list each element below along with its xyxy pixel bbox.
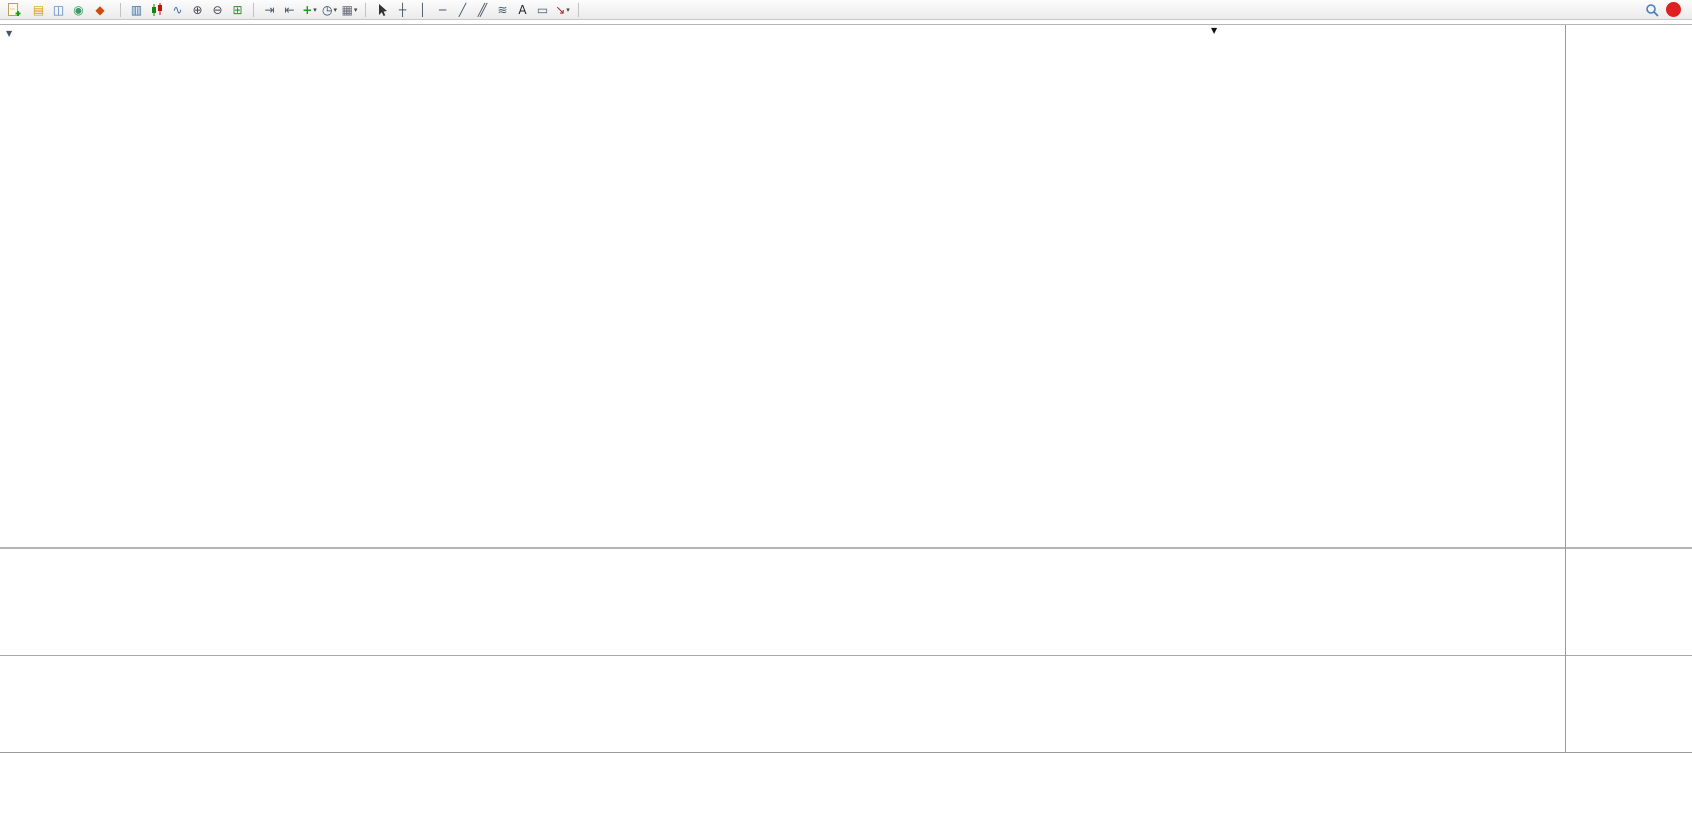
trendline-icon[interactable]: ╱: [458, 2, 467, 17]
search-icon[interactable]: [1645, 3, 1659, 17]
rsi-panel-separator: [0, 655, 1692, 656]
macd-canvas[interactable]: [0, 549, 1565, 655]
bar-chart-icon[interactable]: ▥: [130, 2, 143, 17]
toolbar-separator: [365, 2, 366, 17]
new-chart-icon[interactable]: ⊞: [232, 2, 243, 17]
fibonacci-icon[interactable]: ≋: [497, 2, 508, 17]
crosshair-icon[interactable]: ┼: [398, 2, 407, 17]
zoom-out-icon[interactable]: ⊖: [212, 2, 223, 17]
toolbar-right-group: [1645, 2, 1689, 17]
candlestick-chart-icon[interactable]: [149, 2, 165, 18]
notification-badge[interactable]: [1666, 2, 1681, 17]
toolbar-separator: [578, 2, 579, 17]
chart-shift-marker[interactable]: ▼: [1211, 26, 1218, 35]
profiles-icon[interactable]: ▤: [32, 2, 45, 17]
channel-icon[interactable]: ╱╱: [477, 2, 487, 17]
navigator-icon[interactable]: ◉: [73, 2, 84, 17]
rsi-canvas[interactable]: [0, 656, 1565, 752]
label-icon[interactable]: ▭: [536, 2, 549, 17]
periods-icon[interactable]: ◷▾: [322, 2, 337, 17]
toolbar-separator: [253, 2, 254, 17]
line-chart-icon[interactable]: ∿: [172, 2, 183, 17]
time-axis[interactable]: [0, 752, 1692, 774]
indicators-icon[interactable]: +▾: [302, 2, 317, 17]
main-toolbar: ▤ ◫ ◉ ◆ ▥ ∿ ⊕ ⊖ ⊞ ⇥ ⇤ +▾ ◷▾ ▦▾ ┼ │ ─ ╱ ╱…: [0, 0, 1692, 20]
new-order-button[interactable]: [3, 1, 28, 19]
chart-shift-icon[interactable]: ⇤: [284, 2, 295, 17]
new-order-icon: [8, 2, 21, 16]
price-axis-separator: [1565, 25, 1566, 772]
chart-top-border: [0, 24, 1692, 25]
text-icon[interactable]: A: [518, 2, 527, 17]
market-watch-icon[interactable]: ◫: [52, 2, 65, 17]
vertical-line-icon[interactable]: │: [418, 2, 427, 17]
auto-scroll-icon[interactable]: ⇥: [264, 2, 275, 17]
templates-icon[interactable]: ▦▾: [341, 2, 358, 17]
price-chart-canvas[interactable]: [0, 25, 1565, 547]
horizontal-line-icon[interactable]: ─: [438, 2, 447, 17]
arrows-tool-icon[interactable]: ↘▾: [555, 2, 570, 17]
chart-title: ▼: [6, 29, 26, 38]
cursor-icon[interactable]: [375, 3, 389, 17]
autotrade-icon: ◆: [95, 2, 105, 17]
toolbar-separator: [120, 2, 121, 17]
macd-panel-separator: [0, 547, 1692, 549]
zoom-in-icon[interactable]: ⊕: [192, 2, 203, 17]
autotrade-button[interactable]: ◆: [89, 1, 114, 19]
collapse-icon[interactable]: ▼: [6, 29, 13, 38]
